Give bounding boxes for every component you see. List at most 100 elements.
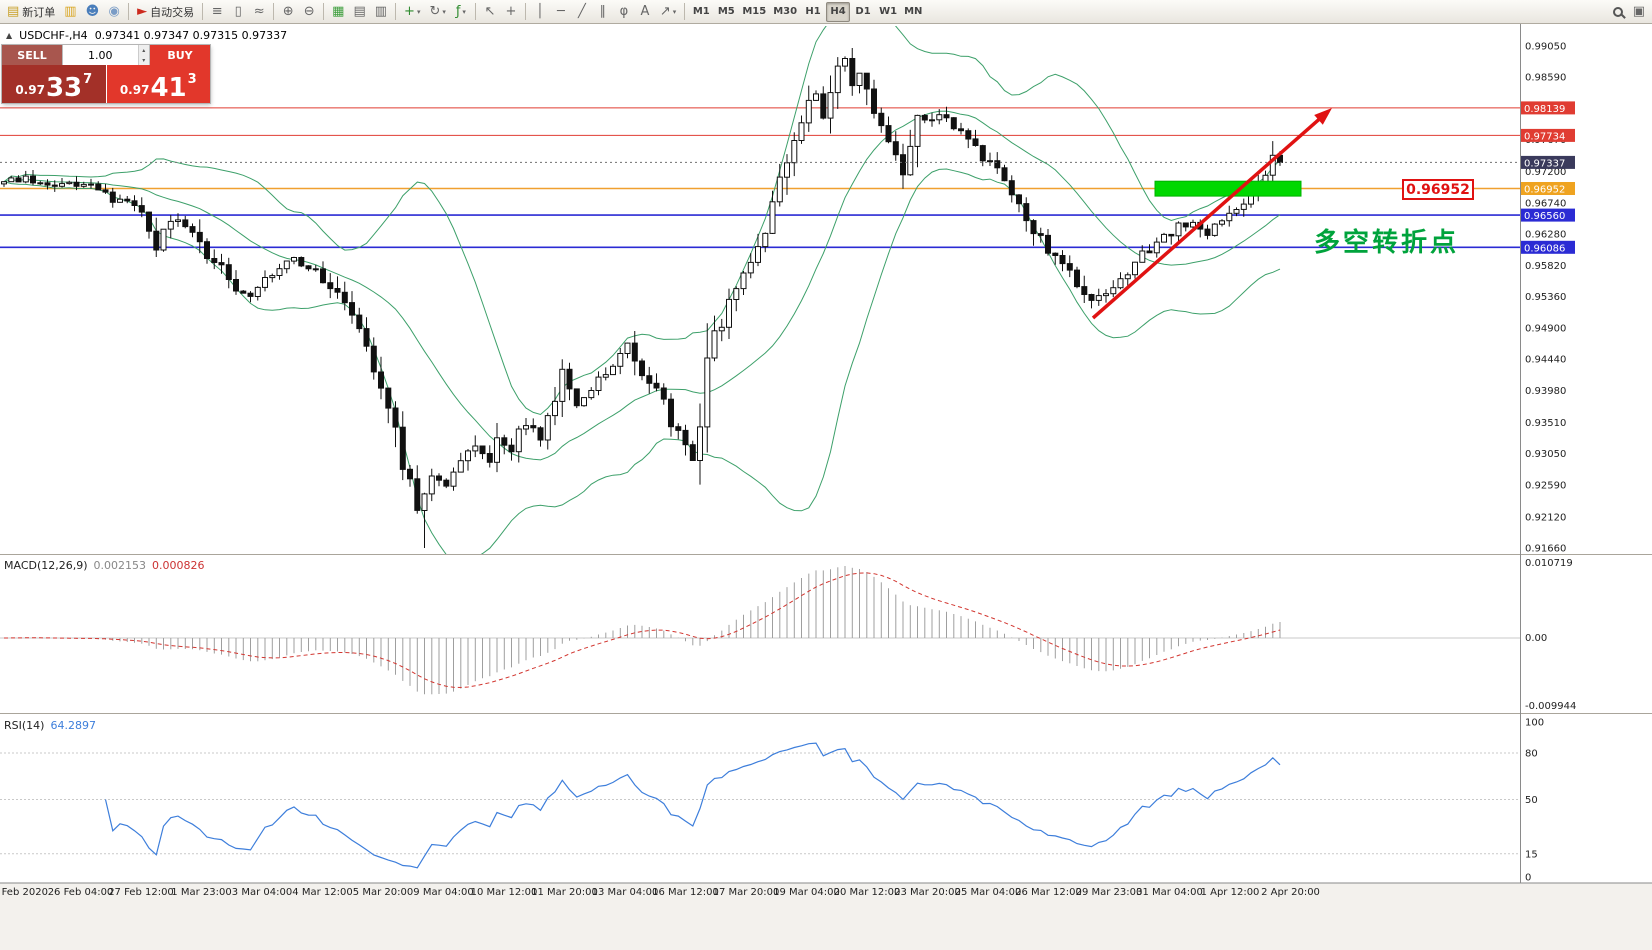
arrow-tool-button[interactable]: ↗ ▾ <box>656 2 680 22</box>
oneclick-collapse-icon[interactable]: ▲ <box>6 31 13 40</box>
cascade-windows-icon: ▤ <box>353 4 366 19</box>
chart-candles-icon: ▯ <box>234 4 242 19</box>
profiles-menu-button[interactable]: ↻ ▾ <box>425 2 449 22</box>
channel-button[interactable]: ∥ <box>593 2 613 22</box>
new-order-button[interactable]: ▤ 新订单 <box>3 2 59 22</box>
rsi-line <box>104 742 1281 869</box>
new-order-label: 新订单 <box>22 5 56 19</box>
svg-text:26 Feb 04:00: 26 Feb 04:00 <box>48 887 114 898</box>
chart-window-button[interactable]: ▥ <box>60 2 80 22</box>
indicators-menu-button[interactable]: ƒ ▾ <box>451 2 471 22</box>
chart-symbol-info: ▲ USDCHF-,H4 0.97341 0.97347 0.97315 0.9… <box>6 29 287 42</box>
chart-line-button[interactable]: ≈ <box>249 2 269 22</box>
price-flag-label[interactable]: 0.96952 <box>1402 179 1474 200</box>
svg-text:19 Mar 04:00: 19 Mar 04:00 <box>773 887 840 898</box>
rsi-indicator-label: RSI(14) 64.2897 <box>4 719 96 732</box>
svg-text:0.92590: 0.92590 <box>1525 480 1566 491</box>
svg-text:0.95820: 0.95820 <box>1525 261 1566 272</box>
macd-indicator-label: MACD(12,26,9) 0.002153 0.000826 <box>4 559 205 572</box>
sell-button[interactable]: SELL <box>2 45 62 65</box>
horizontal-line-icon: ─ <box>556 4 565 19</box>
timeframe-h1-label: H1 <box>805 6 821 17</box>
svg-text:26 Mar 12:00: 26 Mar 12:00 <box>1015 887 1082 898</box>
buy-price-pips: 41 <box>150 73 187 103</box>
timeframe-w1-button[interactable]: W1 <box>876 2 900 22</box>
sell-price-pips: 33 <box>45 73 83 103</box>
support-zone-rect[interactable] <box>1154 180 1302 197</box>
trend-arrow-head <box>1314 108 1332 125</box>
chart-ohlc: 0.97341 0.97347 0.97315 0.97337 <box>94 29 288 42</box>
zoom-out-button[interactable]: ⊖ <box>299 2 319 22</box>
new-window-button[interactable]: ▣ <box>1629 2 1649 22</box>
timeframe-m30-button[interactable]: M30 <box>770 2 800 22</box>
macd-histogram <box>10 566 1281 695</box>
timeframe-h1-button[interactable]: H1 <box>801 2 825 22</box>
dropdown-caret-icon: ▾ <box>442 7 446 16</box>
timeframe-h4-button[interactable]: H4 <box>826 1 851 22</box>
autotrade-icon: ► <box>137 4 148 19</box>
svg-text:0.00: 0.00 <box>1525 633 1547 644</box>
zoom-in-button[interactable]: ⊕ <box>278 2 298 22</box>
chart-note-text[interactable]: 多空转折点 <box>1314 228 1460 258</box>
new-order-icon: ▤ <box>7 4 20 19</box>
svg-text:80: 80 <box>1525 749 1538 760</box>
svg-text:0.96280: 0.96280 <box>1525 230 1566 241</box>
svg-text:15: 15 <box>1525 849 1538 860</box>
timeframe-w1-label: W1 <box>879 6 898 17</box>
svg-text:0.95360: 0.95360 <box>1525 292 1566 303</box>
svg-text:4 Mar 12:00: 4 Mar 12:00 <box>292 887 352 898</box>
chart-background <box>0 24 1652 950</box>
svg-text:0.91660: 0.91660 <box>1525 544 1566 555</box>
svg-text:0.93050: 0.93050 <box>1525 449 1566 460</box>
timeframe-m15-label: M15 <box>742 6 767 17</box>
cascade-windows-button[interactable]: ▤ <box>349 2 369 22</box>
volume-down-button[interactable]: ▾ <box>138 55 149 65</box>
autotrade-button[interactable]: ► 自动交易 <box>133 2 198 22</box>
horizontal-line-button[interactable]: ─ <box>551 2 571 22</box>
tile-windows-button[interactable]: ▦ <box>328 2 348 22</box>
vertical-line-button[interactable]: │ <box>530 2 550 22</box>
crosshair-button[interactable]: + <box>501 2 521 22</box>
chart-candles-button[interactable]: ▯ <box>228 2 248 22</box>
volume-input[interactable] <box>63 45 138 65</box>
tile-windows-icon: ▦ <box>332 4 345 19</box>
chart-bars-icon: ≡ <box>211 4 223 19</box>
cursor-button[interactable]: ↖ <box>480 2 500 22</box>
trendline-button[interactable]: ╱ <box>572 2 592 22</box>
arrange-windows-button[interactable]: ▥ <box>371 2 391 22</box>
toolbar: ▤ 新订单 ▥ ☻ ◉ ► 自动交易 ≡ ▯ ≈ ⊕ ⊖ ▦ ▤ ▥ + ▾ ↻ ▾ ƒ ▾ ↖ + │ ─ ╱ ∥ φ A ↗ ▾ M1 M5… <box>0 0 1652 24</box>
new-chart-button[interactable]: + ▾ <box>400 2 424 22</box>
profile-button[interactable]: ☻ <box>82 2 104 22</box>
buy-button[interactable]: BUY <box>150 45 210 65</box>
svg-text:5 Mar 20:00: 5 Mar 20:00 <box>353 887 413 898</box>
timeframe-d1-button[interactable]: D1 <box>851 2 875 22</box>
svg-text:0.96086: 0.96086 <box>1524 243 1565 254</box>
fibonacci-button[interactable]: φ <box>614 2 634 22</box>
svg-text:11 Mar 20:00: 11 Mar 20:00 <box>531 887 598 898</box>
search-button[interactable] <box>1608 2 1628 22</box>
timeframe-mn-button[interactable]: MN <box>901 2 925 22</box>
macd-name: MACD(12,26,9) <box>4 559 88 572</box>
svg-text:0.92120: 0.92120 <box>1525 512 1566 523</box>
toolbar-separator <box>524 3 526 20</box>
vertical-line-icon: │ <box>535 4 544 19</box>
timeframe-mn-label: MN <box>904 6 923 17</box>
chart-bars-button[interactable]: ≡ <box>207 2 227 22</box>
search-icon <box>1612 6 1623 17</box>
timeframe-m5-button[interactable]: M5 <box>714 2 738 22</box>
trend-arrow-line[interactable] <box>1091 115 1324 320</box>
volume-up-button[interactable]: ▴ <box>138 45 149 55</box>
svg-text:0.98139: 0.98139 <box>1524 104 1565 115</box>
svg-text:0.98590: 0.98590 <box>1525 73 1566 84</box>
timeframe-m1-button[interactable]: M1 <box>689 2 713 22</box>
sell-price-button[interactable]: 0.97 33 7 <box>2 65 107 103</box>
text-tool-button[interactable]: A <box>635 2 655 22</box>
buy-price-button[interactable]: 0.97 41 3 <box>106 65 210 103</box>
timeframe-m15-button[interactable]: M15 <box>739 2 769 22</box>
svg-text:20 Mar 12:00: 20 Mar 12:00 <box>834 887 901 898</box>
svg-text:0.99050: 0.99050 <box>1525 42 1566 53</box>
community-button[interactable]: ◉ <box>104 2 124 22</box>
